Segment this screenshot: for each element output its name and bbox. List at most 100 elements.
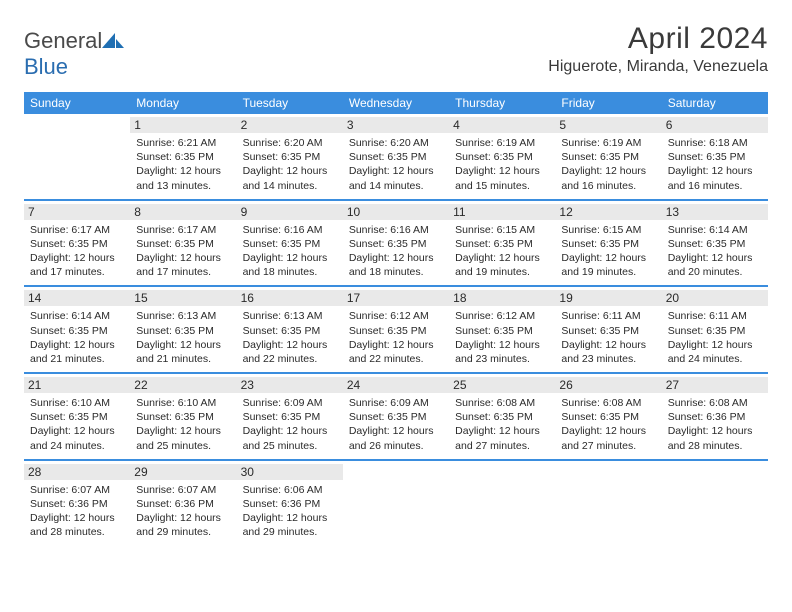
day-cell: 20Sunrise: 6:11 AMSunset: 6:35 PMDayligh… <box>662 287 768 372</box>
day-cell <box>24 114 130 199</box>
sunset-text: Sunset: 6:35 PM <box>243 150 337 164</box>
sunrise-text: Sunrise: 6:10 AM <box>30 396 124 410</box>
day-info: Sunrise: 6:06 AMSunset: 6:36 PMDaylight:… <box>243 483 337 540</box>
sunrise-text: Sunrise: 6:10 AM <box>136 396 230 410</box>
sunrise-text: Sunrise: 6:21 AM <box>136 136 230 150</box>
sunrise-text: Sunrise: 6:12 AM <box>455 309 549 323</box>
sunrise-text: Sunrise: 6:16 AM <box>349 223 443 237</box>
day-cell: 18Sunrise: 6:12 AMSunset: 6:35 PMDayligh… <box>449 287 555 372</box>
daylight-text: Daylight: 12 hours and 29 minutes. <box>243 511 337 539</box>
sunrise-text: Sunrise: 6:18 AM <box>668 136 762 150</box>
daylight-text: Daylight: 12 hours and 20 minutes. <box>668 251 762 279</box>
day-cell: 16Sunrise: 6:13 AMSunset: 6:35 PMDayligh… <box>237 287 343 372</box>
day-number: 3 <box>343 117 449 133</box>
daylight-text: Daylight: 12 hours and 28 minutes. <box>30 511 124 539</box>
sunset-text: Sunset: 6:35 PM <box>349 410 443 424</box>
day-number: 21 <box>24 377 130 393</box>
day-info: Sunrise: 6:15 AMSunset: 6:35 PMDaylight:… <box>561 223 655 280</box>
day-number: 11 <box>449 204 555 220</box>
sunrise-text: Sunrise: 6:08 AM <box>455 396 549 410</box>
sunrise-text: Sunrise: 6:11 AM <box>668 309 762 323</box>
daylight-text: Daylight: 12 hours and 14 minutes. <box>349 164 443 192</box>
sunset-text: Sunset: 6:35 PM <box>455 237 549 251</box>
day-number: 15 <box>130 290 236 306</box>
sunrise-text: Sunrise: 6:20 AM <box>243 136 337 150</box>
sunrise-text: Sunrise: 6:19 AM <box>561 136 655 150</box>
day-number: 17 <box>343 290 449 306</box>
daylight-text: Daylight: 12 hours and 27 minutes. <box>561 424 655 452</box>
sunset-text: Sunset: 6:35 PM <box>349 324 443 338</box>
weekday-header: Sunday <box>24 92 130 114</box>
daylight-text: Daylight: 12 hours and 25 minutes. <box>243 424 337 452</box>
sunset-text: Sunset: 6:35 PM <box>668 150 762 164</box>
sunrise-text: Sunrise: 6:14 AM <box>668 223 762 237</box>
day-info: Sunrise: 6:14 AMSunset: 6:35 PMDaylight:… <box>668 223 762 280</box>
sunset-text: Sunset: 6:35 PM <box>668 237 762 251</box>
weekday-header: Saturday <box>662 92 768 114</box>
day-number: 13 <box>662 204 768 220</box>
day-info: Sunrise: 6:15 AMSunset: 6:35 PMDaylight:… <box>455 223 549 280</box>
sunrise-text: Sunrise: 6:11 AM <box>561 309 655 323</box>
daylight-text: Daylight: 12 hours and 18 minutes. <box>243 251 337 279</box>
month-title: April 2024 <box>548 22 768 56</box>
day-info: Sunrise: 6:09 AMSunset: 6:35 PMDaylight:… <box>349 396 443 453</box>
day-info: Sunrise: 6:13 AMSunset: 6:35 PMDaylight:… <box>243 309 337 366</box>
day-cell <box>555 461 661 546</box>
day-info: Sunrise: 6:19 AMSunset: 6:35 PMDaylight:… <box>455 136 549 193</box>
sunset-text: Sunset: 6:35 PM <box>349 150 443 164</box>
day-number: 14 <box>24 290 130 306</box>
day-info: Sunrise: 6:07 AMSunset: 6:36 PMDaylight:… <box>136 483 230 540</box>
title-block: April 2024 Higuerote, Miranda, Venezuela <box>548 22 768 76</box>
daylight-text: Daylight: 12 hours and 21 minutes. <box>136 338 230 366</box>
weekday-header: Thursday <box>449 92 555 114</box>
sunset-text: Sunset: 6:35 PM <box>561 324 655 338</box>
sunset-text: Sunset: 6:35 PM <box>668 324 762 338</box>
week-row: 21Sunrise: 6:10 AMSunset: 6:35 PMDayligh… <box>24 374 768 461</box>
daylight-text: Daylight: 12 hours and 16 minutes. <box>668 164 762 192</box>
daylight-text: Daylight: 12 hours and 22 minutes. <box>349 338 443 366</box>
day-number: 5 <box>555 117 661 133</box>
day-cell: 8Sunrise: 6:17 AMSunset: 6:35 PMDaylight… <box>130 201 236 286</box>
day-info: Sunrise: 6:20 AMSunset: 6:35 PMDaylight:… <box>243 136 337 193</box>
daylight-text: Daylight: 12 hours and 13 minutes. <box>136 164 230 192</box>
daylight-text: Daylight: 12 hours and 23 minutes. <box>455 338 549 366</box>
sunrise-text: Sunrise: 6:20 AM <box>349 136 443 150</box>
sunrise-text: Sunrise: 6:07 AM <box>30 483 124 497</box>
brand-part1: General <box>24 28 102 53</box>
daylight-text: Daylight: 12 hours and 17 minutes. <box>136 251 230 279</box>
sunset-text: Sunset: 6:36 PM <box>136 497 230 511</box>
location-label: Higuerote, Miranda, Venezuela <box>548 58 768 76</box>
daylight-text: Daylight: 12 hours and 27 minutes. <box>455 424 549 452</box>
sail-icon <box>102 28 124 54</box>
day-cell: 4 Sunrise: 6:19 AMSunset: 6:35 PMDaylight… <box>449 114 555 199</box>
day-info: Sunrise: 6:10 AMSunset: 6:35 PMDaylight:… <box>136 396 230 453</box>
page-header: General Blue April 2024 Higuerote, Miran… <box>24 22 768 80</box>
daylight-text: Daylight: 12 hours and 15 minutes. <box>455 164 549 192</box>
daylight-text: Daylight: 12 hours and 22 minutes. <box>243 338 337 366</box>
sunset-text: Sunset: 6:36 PM <box>243 497 337 511</box>
day-number: 19 <box>555 290 661 306</box>
day-number: 22 <box>130 377 236 393</box>
day-cell: 2Sunrise: 6:20 AMSunset: 6:35 PMDaylight… <box>237 114 343 199</box>
sunrise-text: Sunrise: 6:15 AM <box>455 223 549 237</box>
day-cell: 17Sunrise: 6:12 AMSunset: 6:35 PMDayligh… <box>343 287 449 372</box>
day-cell <box>343 461 449 546</box>
day-number: 10 <box>343 204 449 220</box>
sunrise-text: Sunrise: 6:16 AM <box>243 223 337 237</box>
day-number: 25 <box>449 377 555 393</box>
day-number: 4 <box>449 117 555 133</box>
day-number: 9 <box>237 204 343 220</box>
day-info: Sunrise: 6:16 AMSunset: 6:35 PMDaylight:… <box>349 223 443 280</box>
day-cell: 15Sunrise: 6:13 AMSunset: 6:35 PMDayligh… <box>130 287 236 372</box>
week-row: 1Sunrise: 6:21 AMSunset: 6:35 PMDaylight… <box>24 114 768 201</box>
day-cell: 9Sunrise: 6:16 AMSunset: 6:35 PMDaylight… <box>237 201 343 286</box>
sunrise-text: Sunrise: 6:14 AM <box>30 309 124 323</box>
day-cell: 29 Sunrise: 6:07 AMSunset: 6:36 PMDayligh… <box>130 461 236 546</box>
day-cell: 26Sunrise: 6:08 AMSunset: 6:35 PMDayligh… <box>555 374 661 459</box>
day-cell: 21Sunrise: 6:10 AMSunset: 6:35 PMDayligh… <box>24 374 130 459</box>
daylight-text: Daylight: 12 hours and 17 minutes. <box>30 251 124 279</box>
day-number: 12 <box>555 204 661 220</box>
day-info: Sunrise: 6:11 AMSunset: 6:35 PMDaylight:… <box>561 309 655 366</box>
day-cell: 14Sunrise: 6:14 AMSunset: 6:35 PMDayligh… <box>24 287 130 372</box>
day-number: 29 <box>130 464 236 480</box>
